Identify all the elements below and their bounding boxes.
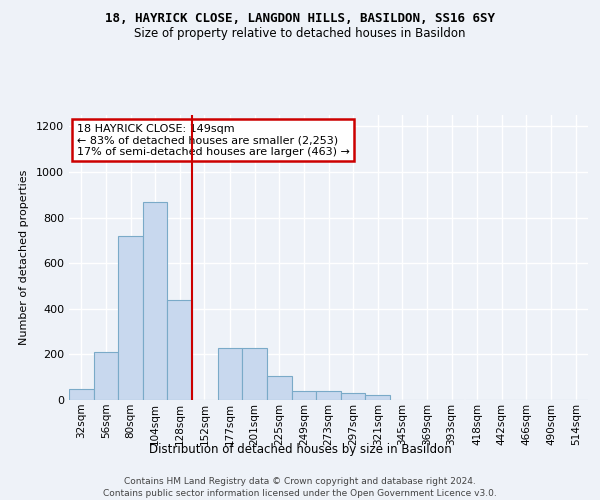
Bar — [167, 300, 192, 400]
Text: 18 HAYRICK CLOSE: 149sqm
← 83% of detached houses are smaller (2,253)
17% of sem: 18 HAYRICK CLOSE: 149sqm ← 83% of detach… — [77, 124, 350, 157]
Bar — [218, 348, 242, 400]
Bar — [341, 393, 365, 400]
Bar — [242, 348, 267, 400]
Text: Contains HM Land Registry data © Crown copyright and database right 2024.: Contains HM Land Registry data © Crown c… — [124, 478, 476, 486]
Bar — [267, 376, 292, 400]
Bar — [365, 396, 390, 400]
Bar — [316, 391, 341, 400]
Bar — [94, 352, 118, 400]
Bar — [143, 202, 167, 400]
Bar — [69, 388, 94, 400]
Bar — [292, 391, 316, 400]
Text: Contains public sector information licensed under the Open Government Licence v3: Contains public sector information licen… — [103, 489, 497, 498]
Y-axis label: Number of detached properties: Number of detached properties — [19, 170, 29, 345]
Bar — [118, 236, 143, 400]
Text: 18, HAYRICK CLOSE, LANGDON HILLS, BASILDON, SS16 6SY: 18, HAYRICK CLOSE, LANGDON HILLS, BASILD… — [105, 12, 495, 26]
Text: Size of property relative to detached houses in Basildon: Size of property relative to detached ho… — [134, 28, 466, 40]
Text: Distribution of detached houses by size in Basildon: Distribution of detached houses by size … — [149, 442, 451, 456]
